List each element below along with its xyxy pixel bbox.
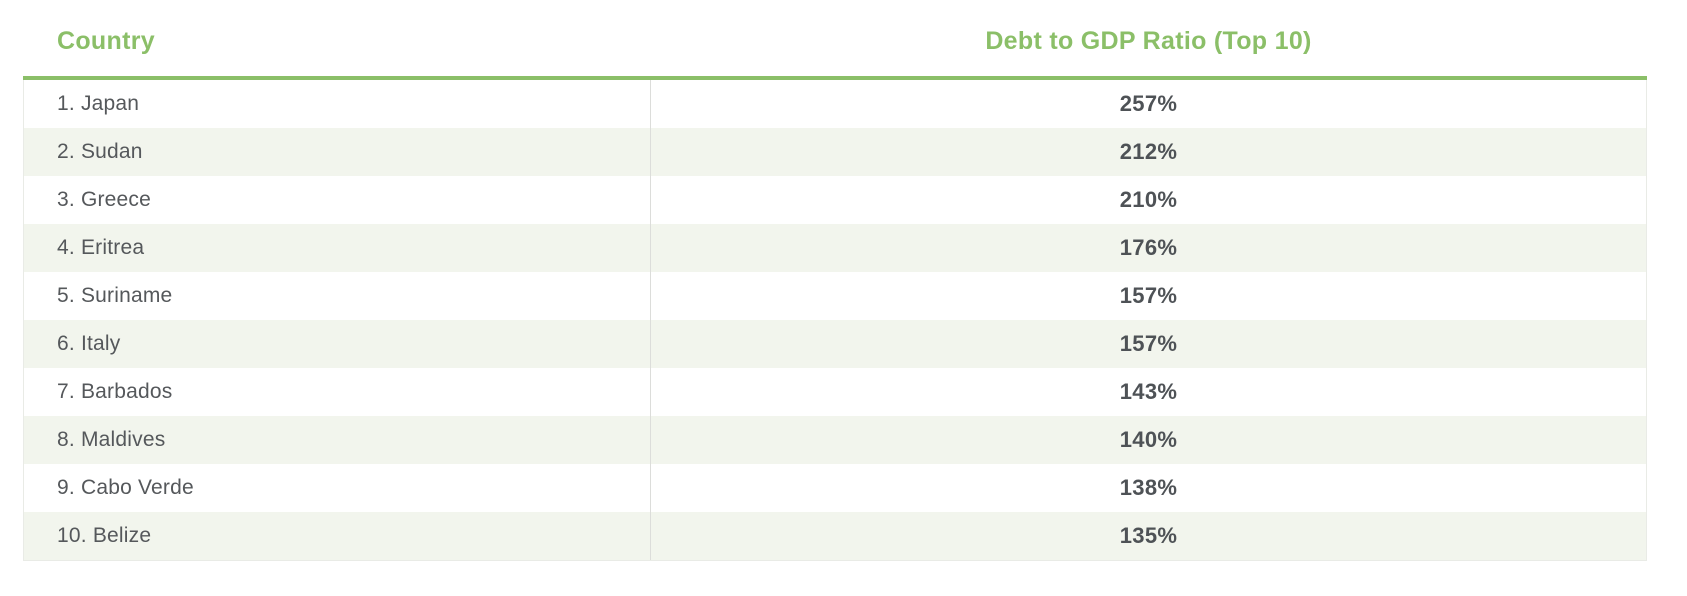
ratio-cell: 257% — [1119, 91, 1178, 116]
country-cell: 8. Maldives — [24, 416, 651, 464]
debt-to-gdp-table: Country Debt to GDP Ratio (Top 10) 1. Ja… — [23, 0, 1647, 561]
ratio-cell: 210% — [1119, 187, 1178, 212]
country-cell: 10. Belize — [24, 512, 651, 560]
ratio-cell: 143% — [1119, 379, 1178, 404]
ratio-cell: 135% — [1119, 523, 1178, 548]
table-row: 2. Sudan 212% — [24, 128, 1646, 176]
table-row: 1. Japan 257% — [24, 80, 1646, 128]
table-header-row: Country Debt to GDP Ratio (Top 10) — [23, 0, 1647, 80]
table-row: 7. Barbados 143% — [24, 368, 1646, 416]
country-cell: 7. Barbados — [24, 368, 651, 416]
column-header-ratio: Debt to GDP Ratio (Top 10) — [985, 26, 1312, 55]
table-row: 10. Belize 135% — [24, 512, 1646, 560]
country-cell: 5. Suriname — [24, 272, 651, 320]
table-row: 5. Suriname 157% — [24, 272, 1646, 320]
table-row: 8. Maldives 140% — [24, 416, 1646, 464]
ratio-cell: 212% — [1119, 139, 1178, 164]
ratio-cell: 138% — [1119, 475, 1178, 500]
country-cell: 4. Eritrea — [24, 224, 651, 272]
table-row: 6. Italy 157% — [24, 320, 1646, 368]
table-row: 4. Eritrea 176% — [24, 224, 1646, 272]
table-row: 9. Cabo Verde 138% — [24, 464, 1646, 512]
ratio-cell: 157% — [1119, 331, 1178, 356]
table-body: 1. Japan 257% 2. Sudan 212% 3. Greece 21… — [23, 80, 1647, 561]
ratio-cell: 157% — [1119, 283, 1178, 308]
ratio-cell: 140% — [1119, 427, 1178, 452]
country-cell: 6. Italy — [24, 320, 651, 368]
country-cell: 9. Cabo Verde — [24, 464, 651, 512]
country-cell: 2. Sudan — [24, 128, 651, 176]
column-header-country: Country — [57, 26, 155, 55]
country-cell: 1. Japan — [24, 80, 651, 128]
table-row: 3. Greece 210% — [24, 176, 1646, 224]
country-cell: 3. Greece — [24, 176, 651, 224]
ratio-cell: 176% — [1119, 235, 1178, 260]
